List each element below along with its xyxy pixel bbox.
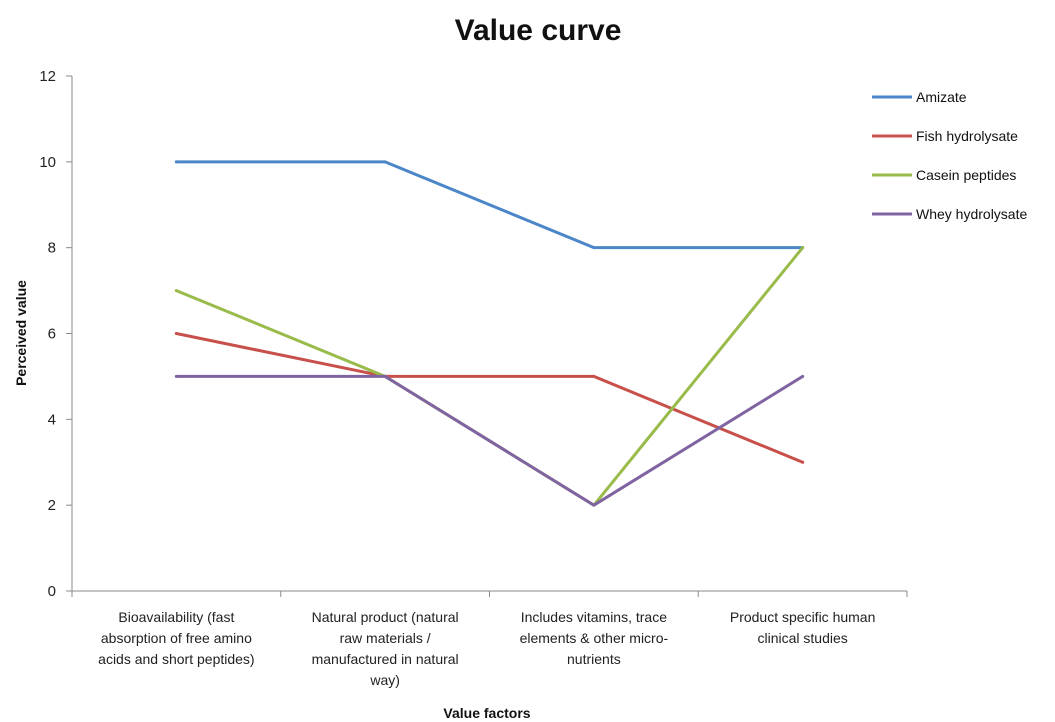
y-tick-label: 10	[39, 154, 56, 171]
x-category-label-line: Natural product (natural	[312, 609, 459, 625]
x-category-label: Bioavailability (fast absorption of free …	[98, 609, 254, 667]
legend-label: Amizate	[916, 89, 967, 105]
x-axis: Bioavailability (fast absorption of free …	[71, 590, 908, 688]
x-category-label-line: Product specific human	[730, 609, 876, 625]
legend-label: Whey hydrolysate	[916, 206, 1027, 222]
data-point	[174, 332, 178, 335]
x-category-label-line: raw materials /	[340, 630, 431, 646]
legend: Amizate Fish hydrolysate Casein peptides Wh…	[872, 89, 1027, 222]
x-axis-title: Value factors	[443, 705, 530, 721]
data-point	[174, 374, 178, 378]
series-lines	[174, 160, 805, 507]
series-line-amizate	[174, 160, 805, 250]
y-axis-title: Perceived value	[13, 280, 29, 386]
y-tick-label: 2	[48, 497, 56, 514]
series-line-whey-hydrolysate	[174, 374, 805, 507]
x-category-label-line: nutrients	[567, 651, 621, 667]
data-point	[592, 503, 596, 507]
data-point	[174, 289, 178, 293]
x-category-label-line: clinical studies	[757, 630, 847, 646]
series-line-fish-hydrolysate	[174, 332, 805, 464]
x-category-label-line: way)	[369, 672, 400, 688]
data-point	[801, 460, 805, 464]
x-category-label-line: Bioavailability (fast	[118, 609, 234, 625]
y-axis: 0 2 4 6 8 10 12	[39, 68, 73, 600]
x-category-label-line: Includes vitamins, trace	[521, 609, 667, 625]
data-point	[592, 246, 596, 250]
legend-label: Casein peptides	[916, 167, 1016, 183]
y-tick-label: 8	[48, 240, 56, 257]
chart-title: Value curve	[455, 14, 622, 47]
data-point	[801, 374, 805, 378]
x-category-label-line: manufactured in natural	[312, 651, 459, 667]
data-point	[174, 160, 178, 164]
y-tick-label: 12	[39, 68, 56, 85]
data-point	[383, 374, 387, 378]
y-tick-label: 0	[48, 583, 56, 600]
y-tick-label: 6	[48, 326, 56, 343]
x-category-label: Natural product (natural raw materials / m…	[312, 609, 459, 688]
x-category-label: Product specific human clinical studies	[730, 609, 876, 646]
y-tick-label: 4	[48, 411, 56, 428]
x-category-label-line: elements & other micro-	[520, 630, 669, 646]
legend-label: Fish hydrolysate	[916, 128, 1018, 144]
x-category-label: Includes vitamins, trace elements & other…	[520, 609, 669, 667]
data-point	[592, 374, 596, 378]
x-category-label-line: absorption of free amino	[101, 630, 252, 646]
data-point	[383, 160, 387, 164]
x-category-label-line: acids and short peptides)	[98, 651, 254, 667]
data-point	[801, 246, 805, 250]
